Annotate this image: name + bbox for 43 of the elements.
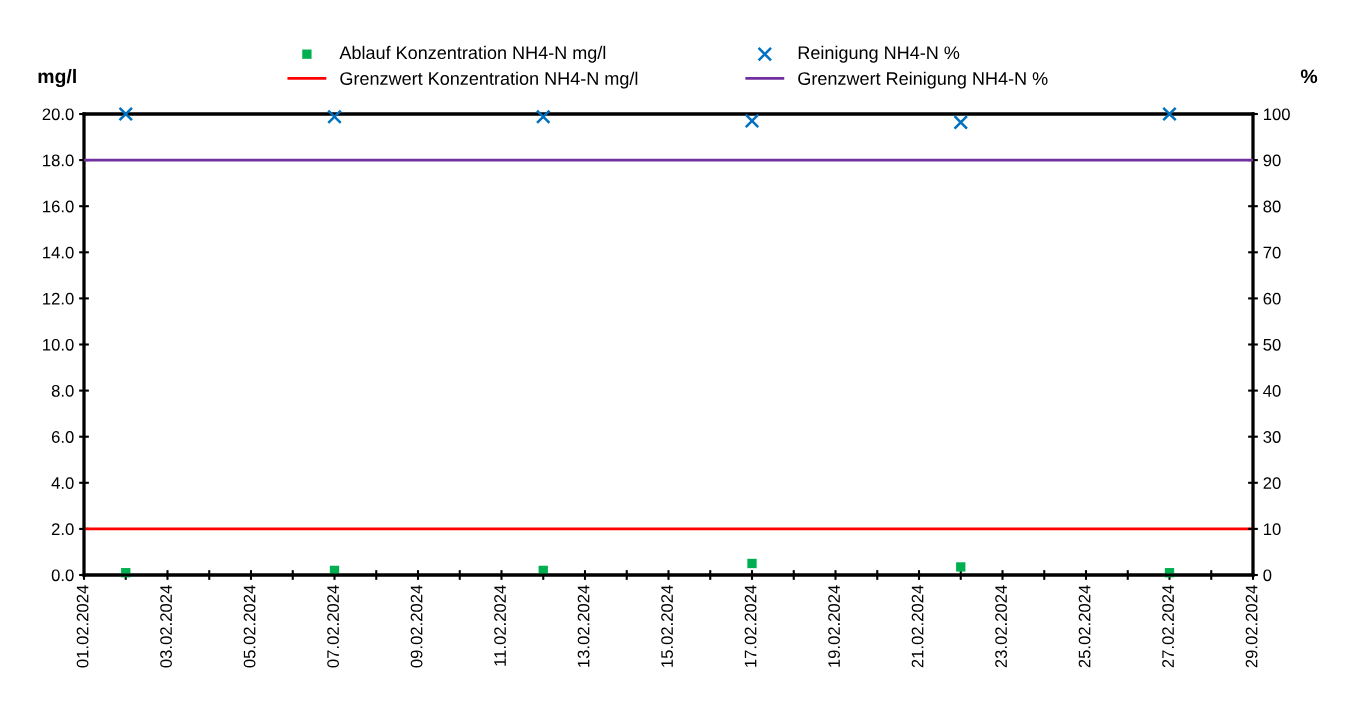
x-tick-label: 19.02.2024	[828, 585, 840, 667]
x-tick-label: 17.02.2024	[744, 585, 757, 667]
x-tick-label: 03.02.2024	[160, 585, 172, 668]
y-tick-label: 10.0	[43, 338, 74, 351]
y2-tick-label: 40	[1263, 385, 1281, 397]
y-axis-title: mg/l	[38, 68, 76, 88]
y-tick-label: 18.0	[43, 154, 74, 167]
y2-tick-label: 30	[1263, 431, 1281, 443]
y2-tick-label: 70	[1263, 246, 1281, 259]
legend-label: Grenzwert Konzentration NH4-N mg/l	[340, 71, 638, 89]
x-tick-label: 05.02.2024	[243, 585, 256, 668]
y-tick-label: 14.0	[43, 246, 74, 259]
x-tick-label: 13.02.2024	[577, 585, 590, 667]
x-tick-label: 29.02.2024	[1245, 585, 1258, 668]
y-tick-label: 0.0	[51, 569, 74, 582]
x-tick-label: 27.02.2024	[1162, 585, 1174, 668]
y2-tick-label: 80	[1263, 200, 1281, 213]
y-tick-label: 12.0	[43, 292, 74, 305]
x-tick-label: 11.02.2024	[494, 585, 506, 666]
y2-tick-label: 90	[1263, 154, 1281, 167]
legend-label: Ablauf Konzentration NH4-N mg/l	[339, 45, 606, 63]
y2-tick-label: 60	[1263, 292, 1281, 305]
x-tick-label: 25.02.2024	[1078, 585, 1091, 668]
x-tick-label: 15.02.2024	[661, 585, 673, 667]
x-tick-label: 21.02.2024	[911, 585, 924, 668]
y2-tick-label: 100	[1263, 108, 1290, 121]
y-tick-label: 6.0	[51, 431, 74, 443]
y-tick-label: 4.0	[51, 477, 74, 489]
y-tick-label: 16.0	[43, 200, 74, 213]
x-tick-label: 09.02.2024	[410, 585, 423, 668]
y2-tick-label: 10	[1263, 523, 1281, 536]
x-tick-label: 07.02.2024	[327, 585, 339, 668]
x-tick-label: 01.02.2024	[76, 585, 89, 668]
y-tick-label: 8.0	[51, 385, 74, 397]
x-tick-label: 23.02.2024	[995, 585, 1007, 668]
legend-label: Grenzwert Reinigung NH4-N %	[798, 71, 1048, 89]
legend-label: Reinigung NH4-N %	[798, 45, 960, 63]
y-tick-label: 20.0	[42, 108, 74, 121]
y2-tick-label: 20	[1263, 477, 1281, 489]
y-tick-label: 2.0	[51, 523, 74, 536]
y2-tick-label: 0	[1263, 569, 1272, 582]
y2-axis-title: %	[1300, 69, 1318, 84]
y2-tick-label: 50	[1263, 338, 1281, 351]
